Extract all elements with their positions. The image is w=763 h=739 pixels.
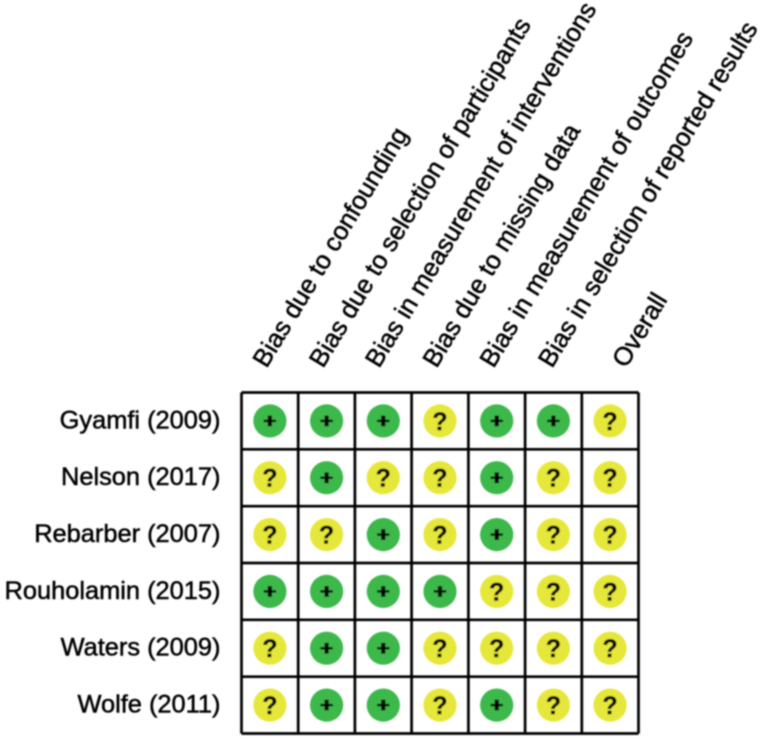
- svg-text:?: ?: [546, 466, 561, 493]
- svg-text:?: ?: [262, 523, 277, 550]
- svg-text:?: ?: [603, 466, 618, 493]
- svg-text:?: ?: [489, 579, 504, 606]
- svg-text:?: ?: [603, 409, 618, 436]
- svg-text:Gyamfi (2009): Gyamfi (2009): [60, 406, 221, 434]
- svg-text:?: ?: [432, 523, 447, 550]
- svg-text:?: ?: [546, 523, 561, 550]
- svg-text:Waters (2009): Waters (2009): [61, 634, 221, 662]
- svg-text:?: ?: [432, 409, 447, 436]
- svg-text:?: ?: [603, 636, 618, 663]
- svg-text:?: ?: [432, 466, 447, 493]
- svg-text:Rouholamin (2015): Rouholamin (2015): [5, 577, 221, 605]
- svg-text:?: ?: [546, 636, 561, 663]
- svg-text:?: ?: [262, 466, 277, 493]
- svg-text:Rebarber (2007): Rebarber (2007): [34, 520, 220, 548]
- svg-text:?: ?: [432, 693, 447, 720]
- svg-text:?: ?: [603, 579, 618, 606]
- svg-text:Wolfe (2011): Wolfe (2011): [77, 691, 220, 719]
- svg-text:?: ?: [262, 636, 277, 663]
- svg-text:?: ?: [489, 636, 504, 663]
- svg-text:?: ?: [603, 693, 618, 720]
- svg-text:?: ?: [319, 523, 334, 550]
- svg-text:?: ?: [376, 466, 391, 493]
- svg-text:Nelson (2017): Nelson (2017): [61, 463, 221, 491]
- svg-text:?: ?: [603, 523, 618, 550]
- svg-text:?: ?: [546, 693, 561, 720]
- svg-text:?: ?: [262, 693, 277, 720]
- svg-text:?: ?: [546, 579, 561, 606]
- svg-text:?: ?: [432, 636, 447, 663]
